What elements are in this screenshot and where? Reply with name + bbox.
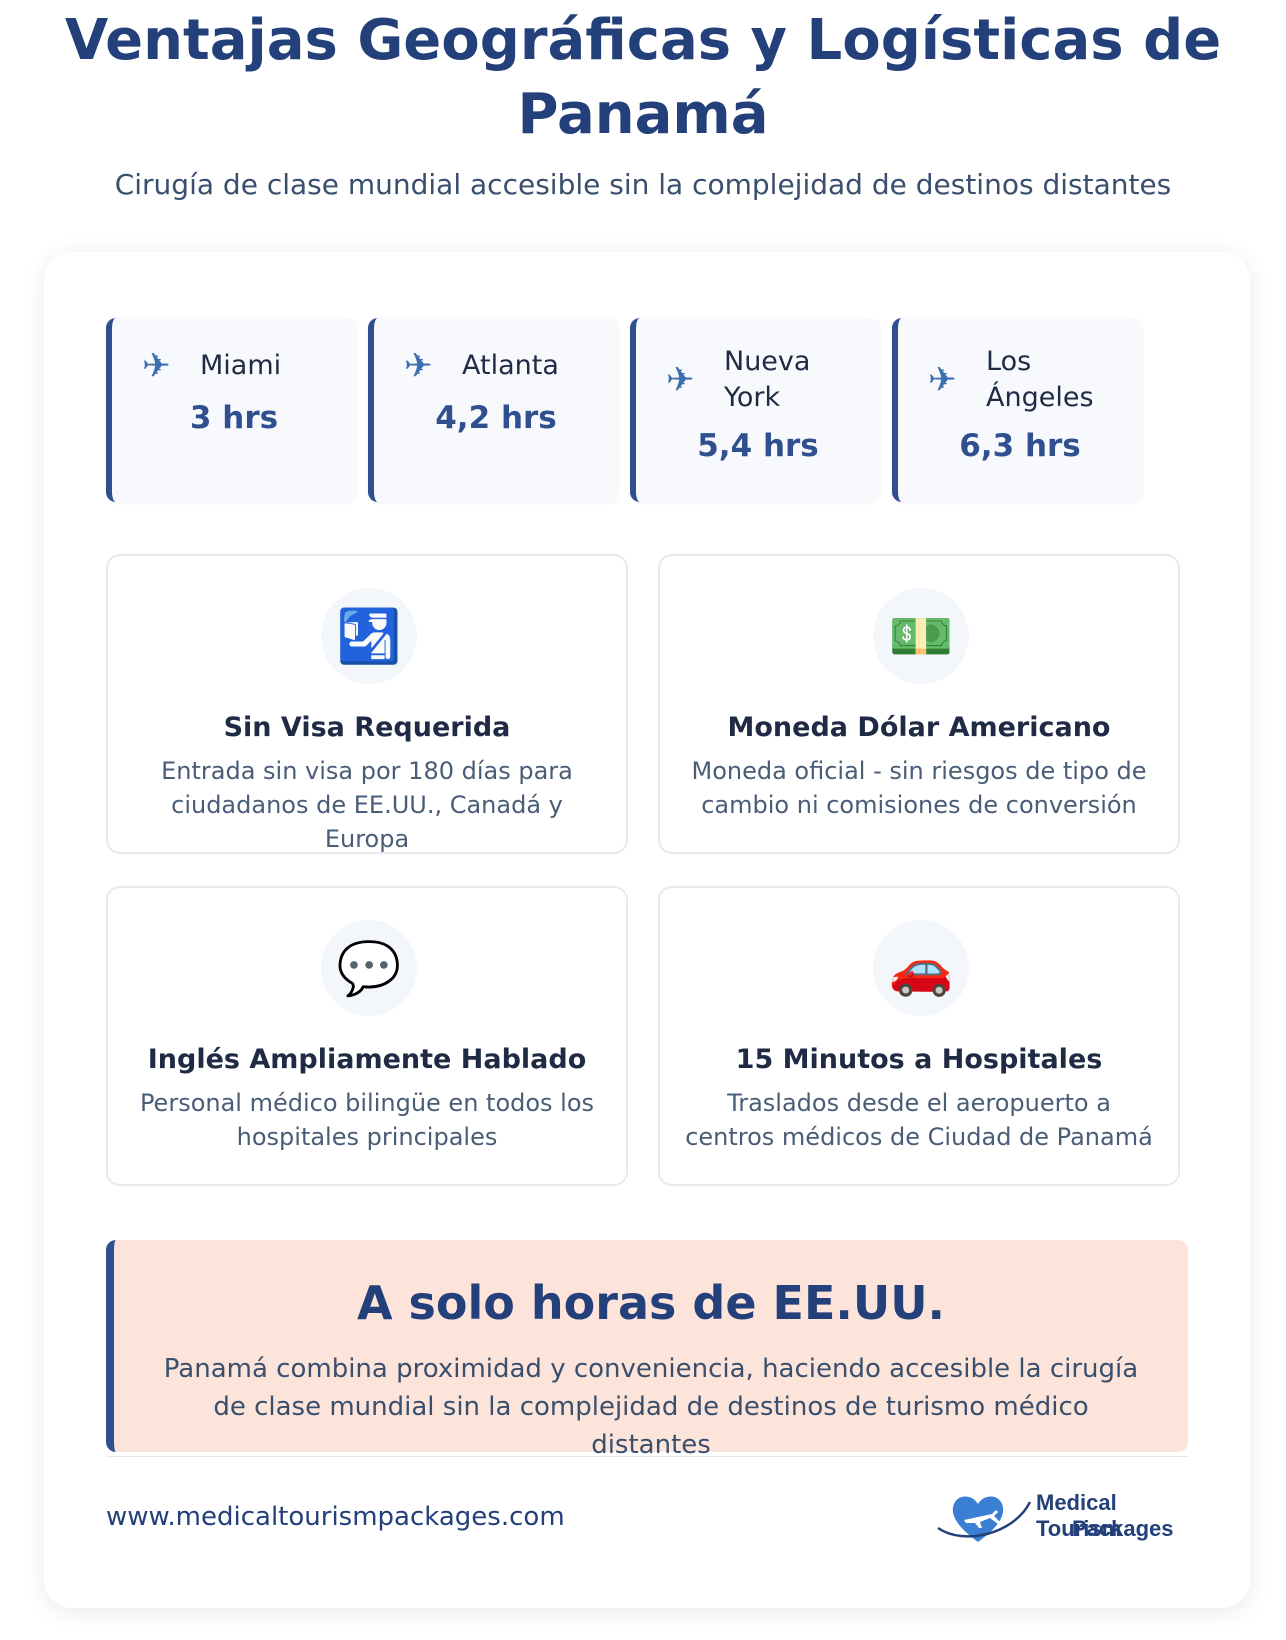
feature-description: Personal médico bilingüe en todos los ho… xyxy=(139,1089,595,1151)
airplane-icon: ✈ xyxy=(142,346,171,386)
flight-time: 3 hrs xyxy=(189,400,279,436)
flight-time: 4,2 hrs xyxy=(435,400,557,436)
feature-title: 15 Minutos a Hospitales xyxy=(735,1044,1103,1075)
city-name: Los Ángeles xyxy=(986,346,1094,413)
flight-time: 5,4 hrs xyxy=(697,428,819,464)
banner-description: Panamá combina proximidad y conveniencia… xyxy=(163,1354,1139,1460)
city-name: Nueva York xyxy=(724,346,811,413)
footer-divider xyxy=(106,1456,1188,1457)
city-name: Miami xyxy=(200,350,282,381)
feature-card-currency: 💵 Moneda Dólar Americano Moneda oficial … xyxy=(658,554,1180,854)
flight-time: 6,3 hrs xyxy=(959,428,1081,464)
flight-card-atlanta: ✈ Atlanta 4,2 hrs xyxy=(368,318,618,502)
feature-description: Entrada sin visa por 180 días para ciuda… xyxy=(161,757,573,853)
feature-card-visa: 🛂 Sin Visa Requerida Entrada sin visa po… xyxy=(106,554,628,854)
dollar-banknote-icon: 💵 xyxy=(873,588,969,684)
speech-bubble-icon: 💬 xyxy=(321,920,417,1016)
website-link[interactable]: www.medicaltourismpackages.com xyxy=(106,1502,565,1532)
passport-control-icon: 🛂 xyxy=(321,588,417,684)
feature-title: Inglés Ampliamente Hablado xyxy=(147,1044,587,1075)
feature-description: Traslados desde el aeropuerto a centros … xyxy=(685,1089,1153,1151)
feature-title: Sin Visa Requerida xyxy=(223,712,511,743)
flight-card-miami: ✈ Miami 3 hrs xyxy=(106,318,356,502)
feature-card-english: 💬 Inglés Ampliamente Hablado Personal mé… xyxy=(106,886,628,1186)
medical-tourism-logo: Medical Tourism Packages xyxy=(934,1484,1194,1554)
airplane-icon: ✈ xyxy=(666,360,695,400)
feature-card-hospitals: 🚗 15 Minutos a Hospitales Traslados desd… xyxy=(658,886,1180,1186)
flight-card-nueva-york: ✈ Nueva York 5,4 hrs xyxy=(630,318,880,502)
logo-text-line2: Packages xyxy=(1072,1516,1174,1541)
city-name: Atlanta xyxy=(462,350,559,381)
feature-description: Moneda oficial - sin riesgos de tipo de … xyxy=(691,757,1147,819)
flight-card-los-angeles: ✈ Los Ángeles 6,3 hrs xyxy=(892,318,1142,502)
feature-title: Moneda Dólar Americano xyxy=(727,712,1111,743)
car-icon: 🚗 xyxy=(873,920,969,1016)
logo-text-line1: Medical Tourism xyxy=(1036,1490,1122,1541)
page-subtitle: Cirugía de clase mundial accesible sin l… xyxy=(114,168,1172,201)
airplane-icon: ✈ xyxy=(404,346,433,386)
highlight-banner: A solo horas de EE.UU. Panamá combina pr… xyxy=(106,1240,1188,1460)
page-title: Ventajas Geográficas y Logísticas de Pan… xyxy=(64,8,1222,147)
heart-plane-icon xyxy=(937,1496,1032,1542)
airplane-icon: ✈ xyxy=(928,360,957,400)
banner-title: A solo horas de EE.UU. xyxy=(356,1276,946,1330)
